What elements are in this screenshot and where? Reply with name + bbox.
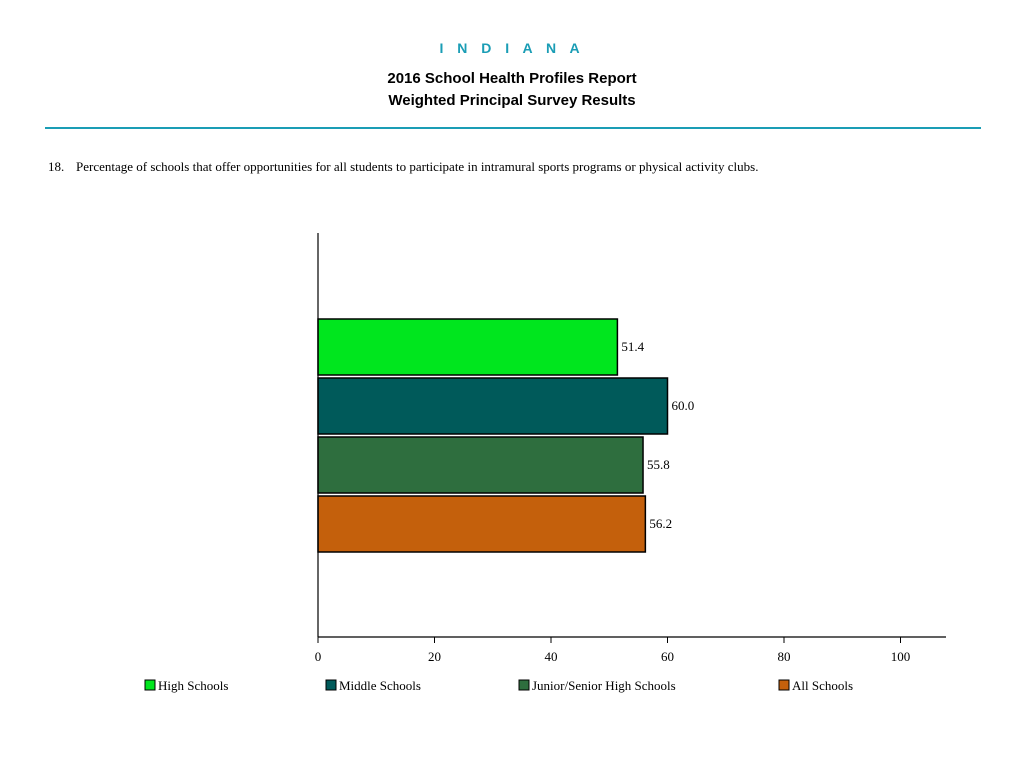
legend-label-3: All Schools bbox=[792, 678, 853, 693]
bar-1 bbox=[317, 377, 669, 435]
report-subtitle: Weighted Principal Survey Results bbox=[388, 92, 636, 109]
legend-label-2: Junior/Senior High Schools bbox=[532, 678, 676, 693]
x-tick-label-1: 20 bbox=[428, 649, 441, 664]
bar-2 bbox=[317, 436, 644, 494]
legend-swatch-1 bbox=[325, 679, 337, 691]
legend-swatch-2 bbox=[518, 679, 530, 691]
bar-value-label-0: 51.4 bbox=[621, 339, 644, 354]
bar-value-label-2: 55.8 bbox=[647, 457, 670, 472]
bar-value-label-3: 56.2 bbox=[649, 516, 672, 531]
bar-3 bbox=[317, 495, 647, 553]
x-tick-label-2: 40 bbox=[545, 649, 558, 664]
legend-swatch-0 bbox=[144, 679, 156, 691]
question-number: 18. bbox=[48, 159, 65, 174]
state-name: I N D I A N A bbox=[439, 40, 585, 56]
x-tick-label-5: 100 bbox=[891, 649, 911, 664]
legend-label-1: Middle Schools bbox=[339, 678, 421, 693]
x-tick-label-4: 80 bbox=[778, 649, 791, 664]
legend-label-0: High Schools bbox=[158, 678, 228, 693]
question: 18. Percentage of schools that offer oppo… bbox=[48, 159, 988, 175]
header-divider bbox=[45, 127, 981, 129]
x-tick-label-3: 60 bbox=[661, 649, 674, 664]
report-title: 2016 School Health Profiles Report bbox=[387, 70, 637, 87]
question-text: Percentage of schools that offer opportu… bbox=[76, 159, 759, 174]
bar-0 bbox=[317, 318, 619, 376]
legend-swatch-3 bbox=[778, 679, 790, 691]
x-tick-label-0: 0 bbox=[315, 649, 322, 664]
bar-value-label-1: 60.0 bbox=[672, 398, 695, 413]
